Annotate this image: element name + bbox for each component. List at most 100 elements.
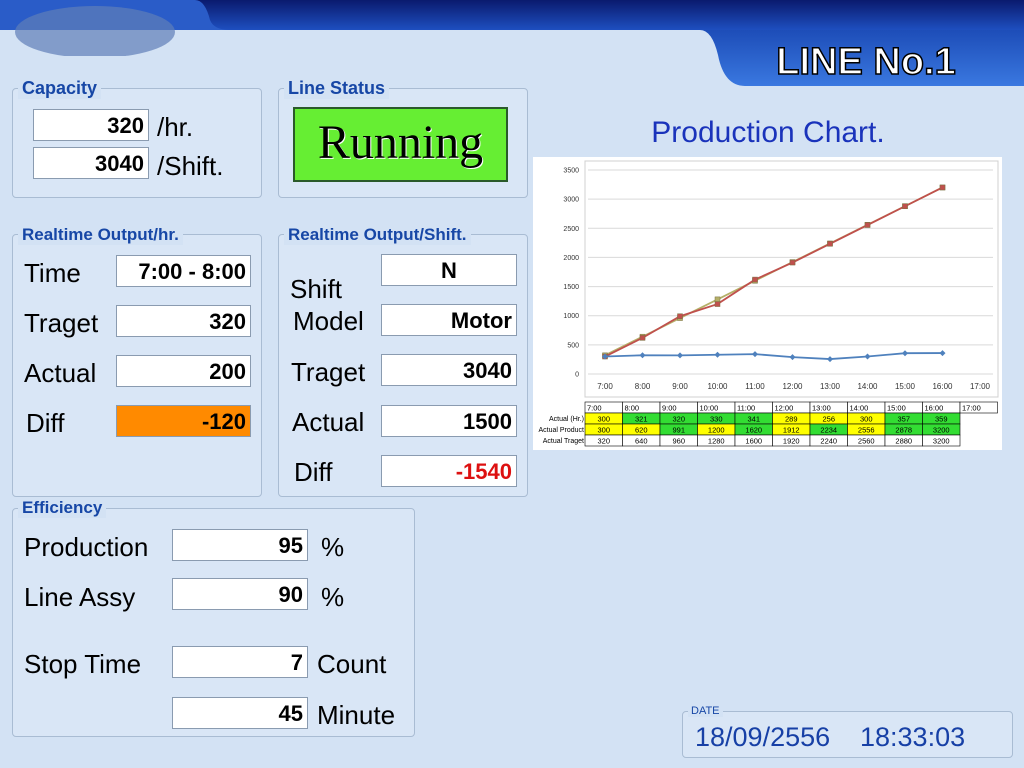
field-label: Actual <box>24 358 97 388</box>
field-label: Traget <box>24 308 99 338</box>
value-field: Motor <box>381 304 517 336</box>
y-tick-label: 500 <box>567 342 579 349</box>
table-value: 960 <box>672 437 685 446</box>
value-field: -120 <box>116 405 251 437</box>
field-label: Stop Time <box>24 649 142 679</box>
table-value: 2880 <box>895 437 912 446</box>
table-header: 10:00 <box>700 404 719 413</box>
table-value: 300 <box>860 415 873 424</box>
plot-frame <box>584 160 999 398</box>
table-value: 321 <box>635 415 648 424</box>
x-tick-label: 8:00 <box>635 382 651 391</box>
table-header: 16:00 <box>925 404 944 413</box>
field-label: Production <box>24 532 149 562</box>
y-tick-label: 3500 <box>563 168 579 175</box>
table-value: 300 <box>597 415 610 424</box>
point <box>602 353 608 360</box>
table-value: 1620 <box>745 426 762 435</box>
date-panel <box>682 711 1013 758</box>
table-header: 9:00 <box>662 404 677 413</box>
table-value: 640 <box>635 437 648 446</box>
point <box>827 356 833 363</box>
point <box>639 352 646 359</box>
point <box>939 350 946 357</box>
header-title: LINE No.1 <box>776 41 955 83</box>
y-tick-label: 2500 <box>563 226 579 233</box>
value-field: 200 <box>116 355 251 387</box>
y-tick-label: 1500 <box>563 284 579 291</box>
table-value: 1280 <box>708 437 725 446</box>
panel-title: Realtime Output/Shift. <box>284 225 471 245</box>
table-value: 1912 <box>783 426 800 435</box>
table-row-label: Actual (Hr.) <box>549 416 584 423</box>
value-field: 320 <box>33 109 149 141</box>
value-field: 320 <box>116 305 251 337</box>
chart-title: Production Chart. <box>651 116 885 149</box>
point <box>864 353 871 360</box>
field-label: Diff <box>26 408 65 438</box>
field-label: Time <box>24 258 81 288</box>
value-field: 7 <box>172 646 308 678</box>
unit-label: /hr. <box>157 112 194 142</box>
table-header: 17:00 <box>962 404 981 413</box>
series-line <box>604 352 943 360</box>
value-field: 90 <box>172 578 308 610</box>
table-value: 320 <box>597 437 610 446</box>
point <box>677 352 683 359</box>
point <box>752 351 758 358</box>
unit-label: Count <box>317 649 387 679</box>
value-field: 45 <box>172 697 308 729</box>
point <box>752 276 758 283</box>
point <box>714 351 721 358</box>
table-value: 1600 <box>745 437 762 446</box>
panel-title: Capacity <box>18 78 102 99</box>
value-field: 3040 <box>381 354 517 386</box>
header-bar: LINE No.1 <box>0 0 1024 86</box>
panel-title: Efficiency <box>18 498 107 518</box>
table-value: 2234 <box>820 426 837 435</box>
x-tick-label: 14:00 <box>857 382 878 391</box>
field-label: Model <box>293 306 364 336</box>
table-value: 2240 <box>820 437 837 446</box>
date-value: 18/09/2556 <box>695 722 831 752</box>
x-tick-label: 13:00 <box>820 382 841 391</box>
status-indicator: Running <box>293 107 508 182</box>
table-value: 289 <box>785 415 798 424</box>
table-value: 3200 <box>933 426 950 435</box>
x-tick-label: 17:00 <box>970 382 991 391</box>
point <box>864 222 871 228</box>
x-tick-label: 9:00 <box>672 382 688 391</box>
table-value: 2878 <box>895 426 912 435</box>
x-tick-label: 12:00 <box>782 382 803 391</box>
table-value: 991 <box>672 426 685 435</box>
table-value: 330 <box>710 415 723 424</box>
point <box>827 241 833 247</box>
series-line <box>604 186 943 358</box>
unit-label: % <box>321 582 345 612</box>
table-value: 2560 <box>858 437 875 446</box>
table-header: 8:00 <box>625 404 640 413</box>
table-value: 1200 <box>708 426 725 435</box>
time-value: 18:33:03 <box>860 722 966 752</box>
field-label: Shift <box>290 274 343 304</box>
table-header: 11:00 <box>737 404 755 413</box>
x-tick-label: 7:00 <box>597 382 613 391</box>
table-value: 359 <box>935 415 948 424</box>
point <box>789 354 796 361</box>
table-header: 15:00 <box>887 404 906 413</box>
y-tick-label: 0 <box>575 372 579 379</box>
x-tick-label: 15:00 <box>895 382 916 391</box>
table-value: 620 <box>635 426 648 435</box>
x-tick-label: 16:00 <box>932 382 953 391</box>
field-label: Line Assy <box>24 582 136 612</box>
value-field: 3040 <box>33 147 149 179</box>
x-tick-label: 10:00 <box>707 382 728 391</box>
value-field: -1540 <box>381 455 517 487</box>
point <box>639 335 646 341</box>
point <box>714 301 721 307</box>
table-row-label: Actual Traget <box>543 438 584 445</box>
production-chart: 0 500 1000 1500 2000 2500 3000 3500 7:00 8:00 9:00… <box>533 157 1002 450</box>
unit-label: Minute <box>317 700 396 730</box>
field-label: Actual <box>292 407 365 437</box>
